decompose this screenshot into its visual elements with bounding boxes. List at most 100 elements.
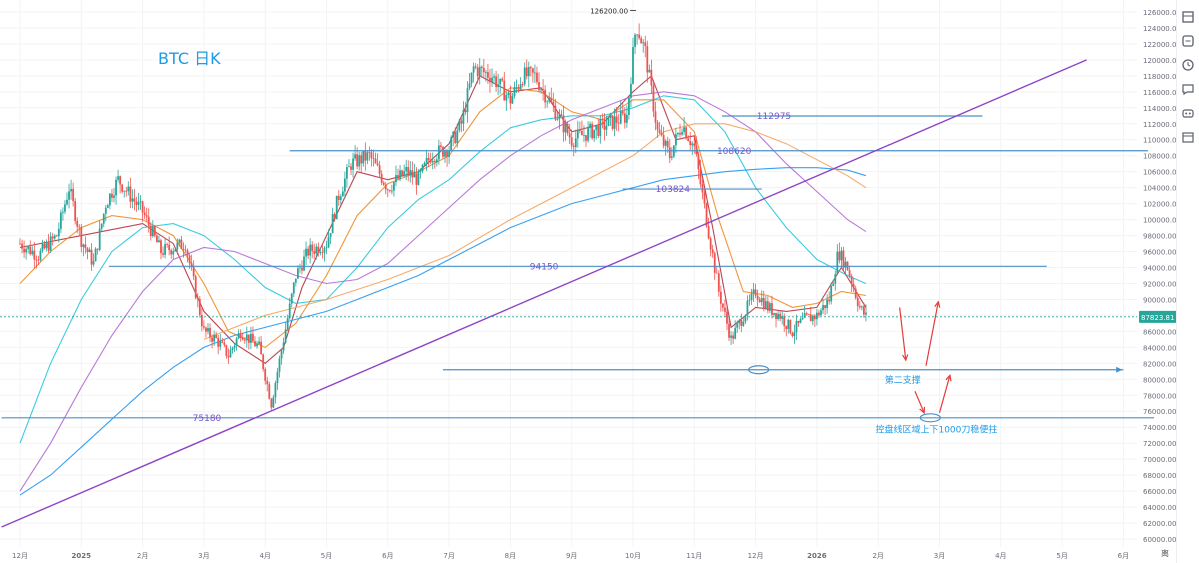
candle-body xyxy=(668,147,671,158)
candle-body xyxy=(258,341,260,344)
candle-body xyxy=(413,173,416,178)
candle-body xyxy=(828,299,831,302)
candle-body xyxy=(309,244,312,256)
candle-body xyxy=(572,145,575,147)
candle-body xyxy=(613,116,616,129)
clock-icon[interactable] xyxy=(1181,58,1195,72)
candle-body xyxy=(842,250,845,268)
candle-body xyxy=(558,114,561,120)
moving-average-line xyxy=(19,91,867,492)
candle-body xyxy=(503,80,506,101)
x-tick-label: 12月 xyxy=(12,552,28,560)
candle-body xyxy=(754,289,757,296)
candle-body xyxy=(235,338,238,346)
candle-body xyxy=(376,163,379,166)
x-tick-label: 7月 xyxy=(443,552,454,560)
candle-body xyxy=(301,267,303,271)
candle-body xyxy=(390,190,393,192)
x-tick-label: 6月 xyxy=(1118,552,1129,560)
y-tick-label: 102000.00 xyxy=(1143,201,1181,209)
candle-body xyxy=(760,297,763,303)
candle-body xyxy=(642,42,645,44)
candle-body xyxy=(57,228,60,237)
candle-body xyxy=(736,323,739,328)
candle-body xyxy=(92,261,95,265)
candle-body xyxy=(621,111,624,114)
chat-icon[interactable] xyxy=(1181,82,1195,96)
candle-body xyxy=(260,341,263,355)
candle-body xyxy=(98,228,101,250)
x-tick-label: 2025 xyxy=(72,552,92,560)
y-tick-label: 126000.00 xyxy=(1143,9,1181,17)
candle-body xyxy=(217,337,220,347)
candle-body xyxy=(113,195,115,198)
candle-body xyxy=(145,215,148,217)
candle-body xyxy=(722,303,724,308)
candle-body xyxy=(766,301,769,311)
candle-body xyxy=(652,85,655,112)
candle-body xyxy=(707,226,710,239)
candle-body xyxy=(619,111,622,124)
candle-body xyxy=(100,223,103,229)
candle-body xyxy=(813,315,816,320)
candle-body xyxy=(591,123,594,139)
candle-body xyxy=(270,398,273,408)
candle-body xyxy=(82,244,85,247)
chart-title: BTC 日K xyxy=(158,49,221,68)
candle-body xyxy=(170,250,173,255)
candle-body xyxy=(196,298,199,300)
watchlist-icon[interactable] xyxy=(1181,34,1195,48)
robot-icon[interactable] xyxy=(1181,106,1195,120)
candle-body xyxy=(501,78,504,81)
candle-body xyxy=(799,319,802,323)
candle-body xyxy=(94,248,97,262)
trend-line xyxy=(1,59,1087,528)
candle-body xyxy=(482,67,485,73)
candle-body xyxy=(415,173,418,185)
candle-body xyxy=(323,248,326,253)
candle-body xyxy=(299,267,301,269)
candle-body xyxy=(826,299,829,309)
candle-body xyxy=(290,293,293,304)
candle-body xyxy=(493,76,495,78)
candle-body xyxy=(131,198,134,202)
candle-body xyxy=(133,198,136,202)
candle-body xyxy=(372,158,375,160)
calendar-icon[interactable] xyxy=(1181,130,1195,144)
candle-body xyxy=(713,253,716,273)
candle-body xyxy=(507,92,510,96)
y-tick-label: 98000.00 xyxy=(1143,233,1176,241)
candle-body xyxy=(824,305,826,309)
candle-body xyxy=(366,152,369,161)
candle-body xyxy=(836,251,839,275)
candle-body xyxy=(724,307,726,312)
candle-body xyxy=(474,66,477,68)
candle-body xyxy=(630,83,632,98)
candle-body xyxy=(564,123,567,133)
candle-body xyxy=(129,186,132,202)
bookmark-icon[interactable] xyxy=(1181,10,1195,24)
candle-body xyxy=(595,125,598,130)
candle-body xyxy=(752,289,755,294)
y-tick-label: 64000.00 xyxy=(1143,504,1176,512)
candle-body xyxy=(362,150,365,164)
moving-average-line xyxy=(203,123,867,340)
candle-body xyxy=(411,170,414,178)
moving-average-line xyxy=(19,167,867,496)
candle-body xyxy=(556,119,559,120)
x-tick-label: 2月 xyxy=(872,552,883,560)
candle-body xyxy=(552,101,555,106)
candle-body xyxy=(429,160,432,163)
candle-body xyxy=(241,337,244,340)
candle-body xyxy=(803,313,806,318)
y-tick-label: 70000.00 xyxy=(1143,456,1176,464)
candle-body xyxy=(188,255,191,264)
candle-body xyxy=(783,316,786,326)
candle-body xyxy=(252,333,254,342)
level-label: 103824 xyxy=(656,185,691,195)
candle-body xyxy=(162,253,164,255)
y-tick-label: 76000.00 xyxy=(1143,408,1176,416)
candle-body xyxy=(644,42,647,47)
candle-body xyxy=(583,135,585,136)
